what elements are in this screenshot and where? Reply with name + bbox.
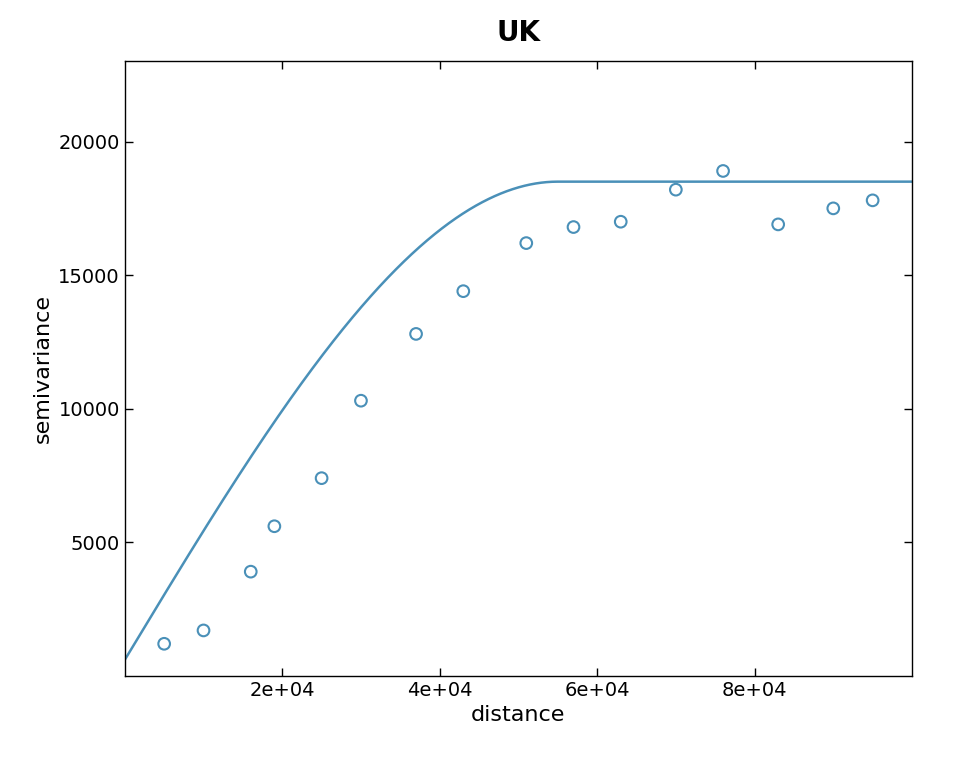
Point (353, 395, 369, 407)
Point (156, 637, 172, 650)
Point (456, 285, 471, 297)
Point (518, 237, 534, 250)
X-axis label: distance: distance (471, 705, 565, 725)
Point (565, 221, 581, 233)
Point (771, 218, 786, 230)
Point (668, 184, 684, 196)
Point (826, 202, 841, 214)
Point (715, 165, 731, 177)
Point (243, 565, 258, 578)
Point (408, 328, 423, 340)
Point (613, 216, 629, 228)
Point (865, 194, 880, 207)
Point (196, 624, 211, 637)
Y-axis label: semivariance: semivariance (33, 294, 53, 443)
Point (267, 520, 282, 532)
Point (314, 472, 329, 485)
Title: UK: UK (496, 18, 540, 47)
